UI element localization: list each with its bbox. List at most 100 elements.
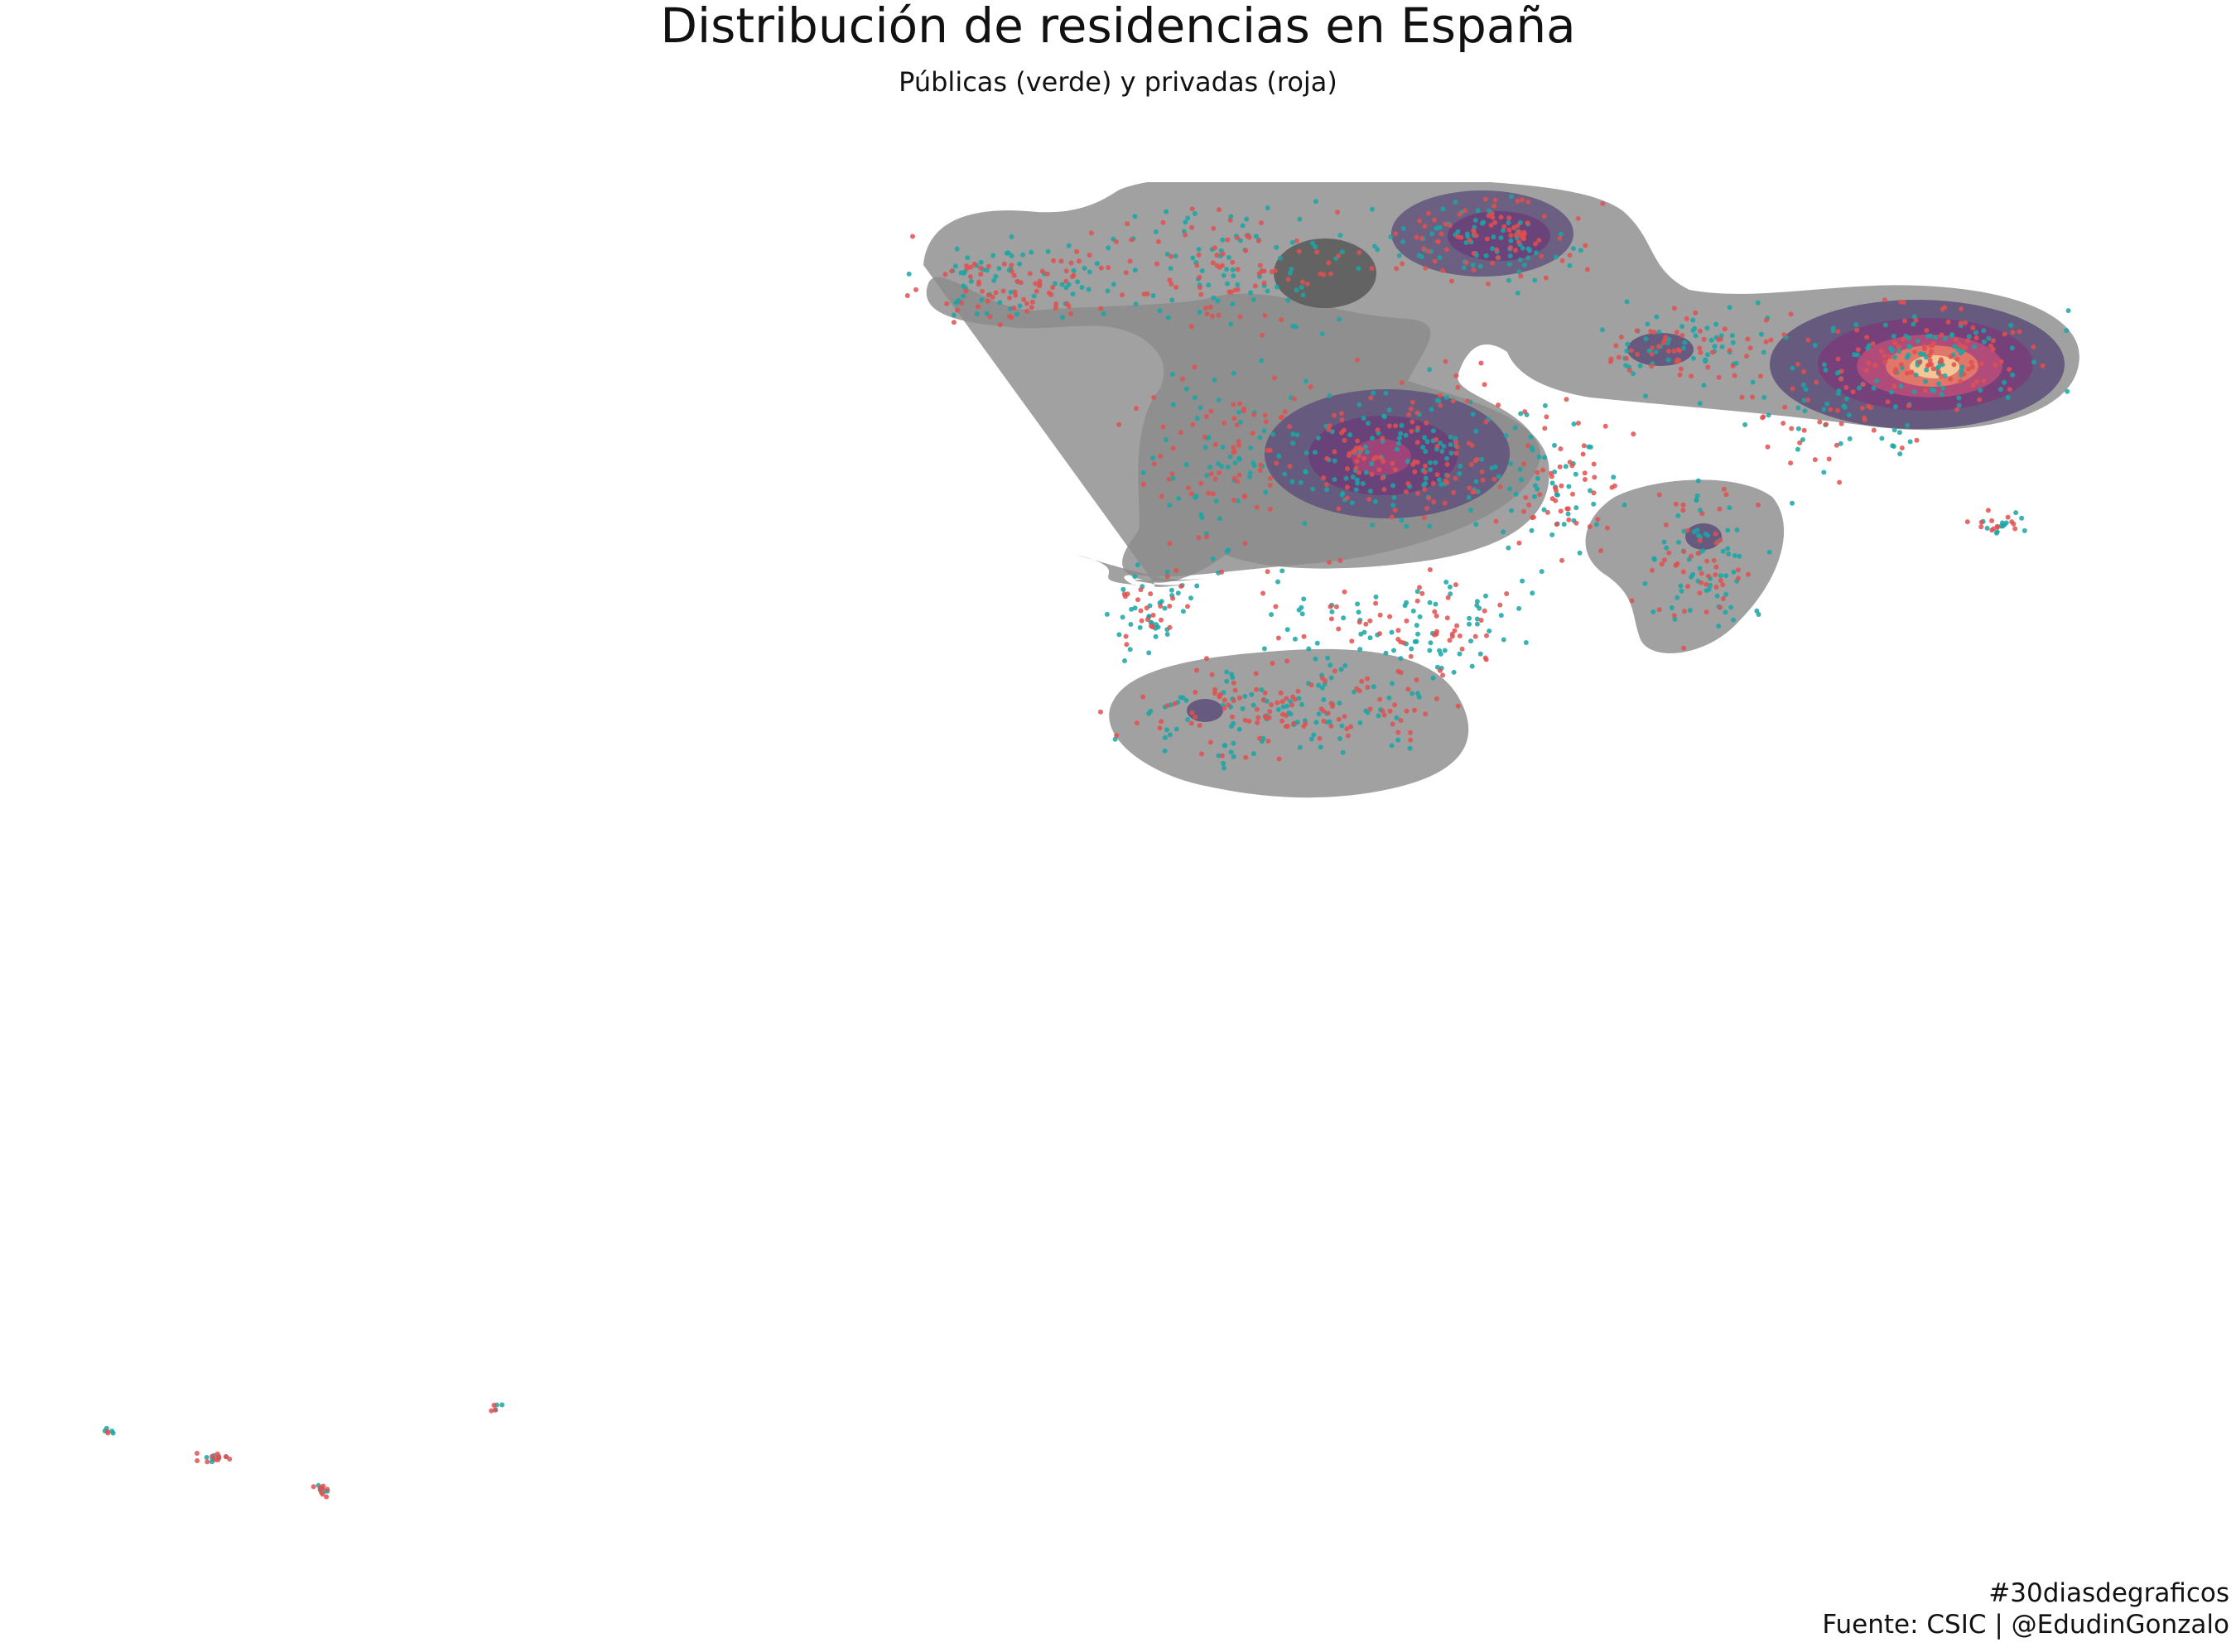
public-residence-point [1391,648,1396,653]
public-residence-point [1371,684,1376,690]
private-residence-point [1835,329,1841,335]
public-residence-point [1361,416,1366,421]
public-residence-point [1398,431,1404,436]
density-region-valencia [1585,479,1785,653]
private-residence-point [1790,386,1795,392]
private-residence-point [1989,518,1995,523]
private-residence-point [1882,297,1887,303]
private-residence-point [1291,396,1297,402]
private-residence-point [1189,224,1195,230]
private-residence-point [1324,455,1330,461]
private-residence-point [1426,248,1431,254]
private-residence-point [317,1486,323,1491]
public-residence-point [1533,250,1539,256]
public-residence-point [1157,308,1163,314]
private-residence-point [1335,210,1340,215]
public-residence-point [906,271,912,277]
public-residence-point [1857,385,1862,391]
public-residence-point [1164,569,1170,575]
private-residence-point [1553,498,1559,503]
public-residence-point [1440,206,1446,212]
private-residence-point [2010,330,2016,335]
public-residence-point [965,255,971,261]
public-residence-point [1427,648,1433,653]
public-residence-point [1889,389,1895,395]
public-residence-point [1905,422,1911,428]
public-residence-point [1132,267,1138,273]
private-residence-point [1272,375,1278,381]
public-residence-point [1175,590,1181,596]
public-residence-point [1294,720,1300,725]
public-residence-point [1259,687,1265,692]
public-residence-point [1236,456,1242,462]
private-residence-point [1998,359,2004,364]
public-residence-point [1766,549,1772,555]
public-residence-point [1014,311,1019,317]
public-residence-point [1226,255,1231,260]
private-residence-point [1134,720,1140,726]
private-residence-point [1231,445,1236,450]
private-residence-point [1817,419,1823,425]
private-residence-point [1169,471,1175,477]
private-residence-point [1575,421,1581,426]
private-residence-point [1954,407,1960,412]
private-residence-point [1515,223,1520,229]
private-residence-point [1720,596,1726,601]
public-residence-point [1419,254,1424,260]
private-residence-point [1106,265,1111,271]
private-residence-point [1250,431,1255,436]
private-residence-point [1304,282,1310,287]
density-region-andalucia [1109,648,1469,798]
private-residence-point [1598,548,1603,553]
private-residence-point [1699,580,1704,585]
public-residence-point [1274,284,1279,290]
public-residence-point [1442,648,1448,653]
public-residence-point [1242,694,1248,699]
public-residence-point [1501,637,1506,643]
private-residence-point [1151,394,1157,400]
private-residence-point [1838,376,1843,382]
public-residence-point [1838,441,1843,446]
public-residence-point [1973,330,1978,335]
public-residence-point [1679,324,1685,330]
public-residence-point [1492,464,1498,470]
private-residence-point [1864,335,1870,340]
public-residence-point [1244,216,1250,222]
private-residence-point [227,1457,233,1462]
public-residence-point [1896,349,1902,354]
public-residence-point [1728,604,1734,610]
private-residence-point [1453,450,1459,456]
public-residence-point [1467,508,1473,513]
public-residence-point [1153,229,1159,234]
private-residence-point [1208,471,1214,477]
private-residence-point [1521,236,1527,242]
public-residence-point [1415,631,1420,637]
public-residence-point [1231,370,1236,376]
public-residence-point [1354,477,1360,483]
private-residence-point [1533,241,1538,247]
public-residence-point [1623,363,1629,368]
public-residence-point [1554,492,1559,498]
private-residence-point [1406,412,1412,417]
public-residence-point [1693,333,1699,339]
private-residence-point [1321,272,1327,277]
public-residence-point [1942,373,1948,378]
private-residence-point [1494,247,1500,253]
public-residence-point [1464,231,1470,237]
private-residence-point [1342,589,1347,595]
private-residence-point [978,272,984,277]
public-residence-point [1031,293,1037,299]
hashtag-text: #30diasdegraficos [1988,1578,2229,1608]
private-residence-point [1516,540,1522,546]
private-residence-point [1251,412,1256,417]
private-residence-point [1718,604,1723,610]
private-residence-point [1333,604,1339,609]
private-residence-point [1027,271,1033,277]
private-residence-point [1488,223,1494,228]
public-residence-point [1675,595,1680,600]
private-residence-point [1058,258,1064,264]
private-residence-point [1210,260,1216,266]
private-residence-point [1324,482,1329,488]
private-residence-point [1209,313,1215,319]
